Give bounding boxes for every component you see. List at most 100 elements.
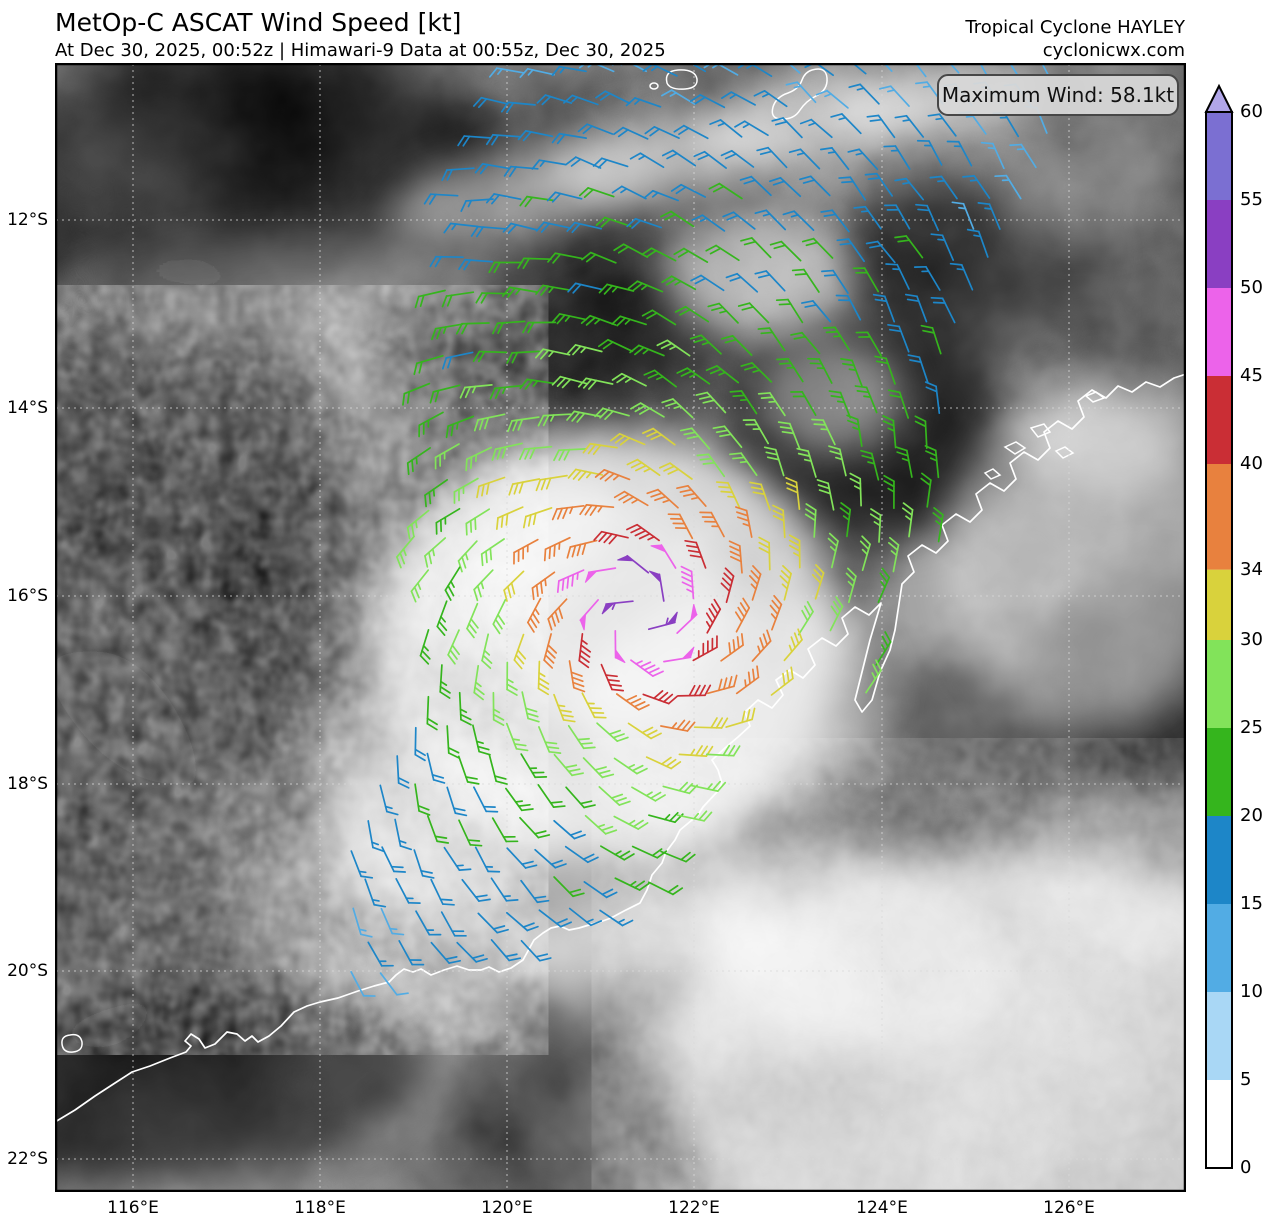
wind-barb xyxy=(489,384,523,400)
wind-barb xyxy=(709,119,743,138)
wind-barb xyxy=(836,238,865,263)
wind-barb xyxy=(735,665,760,695)
wind-barb xyxy=(828,445,847,477)
wind-barb xyxy=(434,443,460,470)
wind-barb xyxy=(878,85,910,107)
wind-barb-field xyxy=(350,63,1049,997)
wind-barb xyxy=(753,90,788,108)
map-canvas xyxy=(55,63,1186,1192)
wind-barb xyxy=(398,940,425,966)
wind-barb xyxy=(930,233,955,261)
wind-barb xyxy=(734,120,769,137)
wind-barb xyxy=(414,726,426,762)
wind-barb xyxy=(381,846,407,873)
wind-barb xyxy=(584,814,618,835)
wind-barb xyxy=(472,724,491,756)
wind-barb xyxy=(754,270,786,292)
island xyxy=(1003,441,1027,455)
wind-barb xyxy=(441,167,475,182)
wind-barb xyxy=(567,724,596,750)
wind-barb xyxy=(431,323,464,341)
colorbar-segment xyxy=(1206,904,1232,992)
wind-barb xyxy=(426,752,446,784)
graticule xyxy=(56,64,1185,1191)
wind-barb xyxy=(396,755,410,789)
website-credit: cyclonicwx.com xyxy=(1042,40,1185,61)
wind-barb xyxy=(472,96,509,109)
wind-barb xyxy=(720,149,755,168)
wind-barb xyxy=(513,633,527,670)
wind-barb xyxy=(708,182,743,200)
colorbar-tick-label: 60 xyxy=(1240,101,1263,122)
wind-barb xyxy=(643,369,677,388)
wind-barb xyxy=(534,348,571,360)
wind-barb xyxy=(757,327,786,352)
wind-barb xyxy=(627,722,662,740)
wind-barb xyxy=(568,660,586,693)
wind-barb xyxy=(705,365,740,384)
wind-barb xyxy=(742,419,770,445)
wind-barb xyxy=(517,130,554,142)
wind-barb xyxy=(583,881,618,899)
wind-barb xyxy=(845,567,857,604)
wind-barb xyxy=(501,286,538,298)
wind-barb xyxy=(617,554,650,574)
wind-barb xyxy=(474,846,501,873)
wind-barb xyxy=(446,786,468,817)
island xyxy=(1054,446,1075,459)
colorbar-segment xyxy=(1206,200,1232,288)
wind-barb xyxy=(895,446,913,478)
wind-barb xyxy=(577,377,614,390)
wind-barb xyxy=(914,415,928,450)
wind-barb xyxy=(565,156,602,169)
wind-barb xyxy=(646,488,679,509)
wind-barb xyxy=(676,367,711,385)
wind-barb xyxy=(629,344,665,357)
wind-barb xyxy=(661,398,694,419)
wind-barb xyxy=(883,145,911,170)
wind-barb xyxy=(705,598,722,634)
wind-barb xyxy=(599,909,634,927)
wind-barb xyxy=(691,214,726,232)
wind-barb xyxy=(816,479,835,511)
wind-barb xyxy=(594,469,631,482)
colorbar-tick-label: 25 xyxy=(1240,717,1263,738)
wind-barb xyxy=(419,629,431,665)
wind-barb xyxy=(600,663,625,692)
colorbar-segment xyxy=(1206,112,1232,200)
colorbar-tick-label: 15 xyxy=(1240,893,1263,914)
wind-barb xyxy=(854,385,878,414)
wind-barb xyxy=(543,536,571,562)
wind-barb xyxy=(456,941,488,963)
wind-barb xyxy=(642,690,679,705)
wind-barb xyxy=(908,63,927,78)
wind-barb xyxy=(656,339,691,357)
wind-barb xyxy=(888,536,900,573)
wind-barb xyxy=(629,152,665,169)
wind-barb xyxy=(506,847,538,869)
wind-barb xyxy=(722,211,756,230)
wind-barb xyxy=(553,753,584,777)
wind-barb xyxy=(894,235,924,259)
lat-tick-label: 16°S xyxy=(7,586,48,606)
wind-barb xyxy=(522,507,553,529)
wind-barb xyxy=(797,600,814,636)
lon-tick-label: 122°E xyxy=(668,1198,720,1218)
colorbar-tick-label: 55 xyxy=(1240,189,1263,210)
wind-barb xyxy=(684,539,707,569)
wind-barb xyxy=(435,507,461,535)
wind-barb xyxy=(502,222,539,234)
wind-barb xyxy=(749,481,771,511)
lat-tick-label: 20°S xyxy=(7,961,48,981)
wind-barb xyxy=(820,209,850,233)
wind-barb xyxy=(894,177,925,201)
wind-barb xyxy=(597,338,634,353)
page-subtitle: At Dec 30, 2025, 00:52z | Himawari-9 Dat… xyxy=(55,40,666,61)
wind-barb xyxy=(436,600,448,636)
island xyxy=(61,1033,83,1053)
lon-tick-label: 118°E xyxy=(294,1198,346,1218)
wind-barb xyxy=(949,262,974,291)
wind-barb xyxy=(473,569,494,602)
wind-barb xyxy=(679,427,711,450)
wind-barb xyxy=(758,536,771,571)
